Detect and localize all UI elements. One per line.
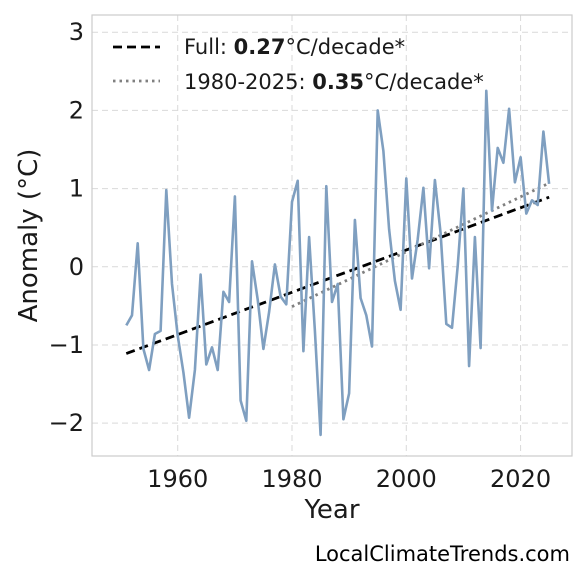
legend-label-recent: 1980-2025: 0.35°C/decade* <box>184 70 484 94</box>
y-tick-label: 1 <box>69 175 84 203</box>
legend-label-full: Full: 0.27°C/decade* <box>184 35 405 59</box>
legend-recent-suffix: °C/decade* <box>364 70 484 94</box>
y-tick-label: −2 <box>49 409 84 437</box>
y-tick-label: 3 <box>69 18 84 46</box>
x-tick-label: 1960 <box>147 465 208 493</box>
plot-frame <box>91 14 573 457</box>
legend-full-suffix: °C/decade* <box>286 35 406 59</box>
recent-trend-line <box>291 181 550 308</box>
x-tick-label: 2000 <box>376 465 437 493</box>
y-tick-label: 0 <box>69 253 84 281</box>
tick-layer: 1960 1980 2000 2020 −2 −1 0 1 2 3 <box>49 18 552 493</box>
legend-recent-prefix: 1980-2025: <box>184 70 312 94</box>
grid-layer <box>92 15 572 456</box>
y-tick-label: 2 <box>69 96 84 124</box>
legend: Full: 0.27°C/decade* 1980-2025: 0.35°C/d… <box>113 35 484 94</box>
legend-full-value: 0.27 <box>234 35 286 59</box>
trend-layer <box>125 181 550 355</box>
legend-full-prefix: Full: <box>184 35 234 59</box>
legend-recent-value: 0.35 <box>312 70 364 94</box>
source-label: LocalClimateTrends.com <box>315 542 570 566</box>
y-tick-label: −1 <box>49 331 84 359</box>
x-axis-title: Year <box>303 495 359 525</box>
anomaly-series-line <box>125 89 551 437</box>
series-layer <box>125 89 551 437</box>
full-trend-line <box>125 195 550 355</box>
x-tick-label: 1980 <box>261 465 322 493</box>
y-axis-title: Anomaly (°C) <box>14 149 44 323</box>
x-tick-label: 2020 <box>490 465 551 493</box>
